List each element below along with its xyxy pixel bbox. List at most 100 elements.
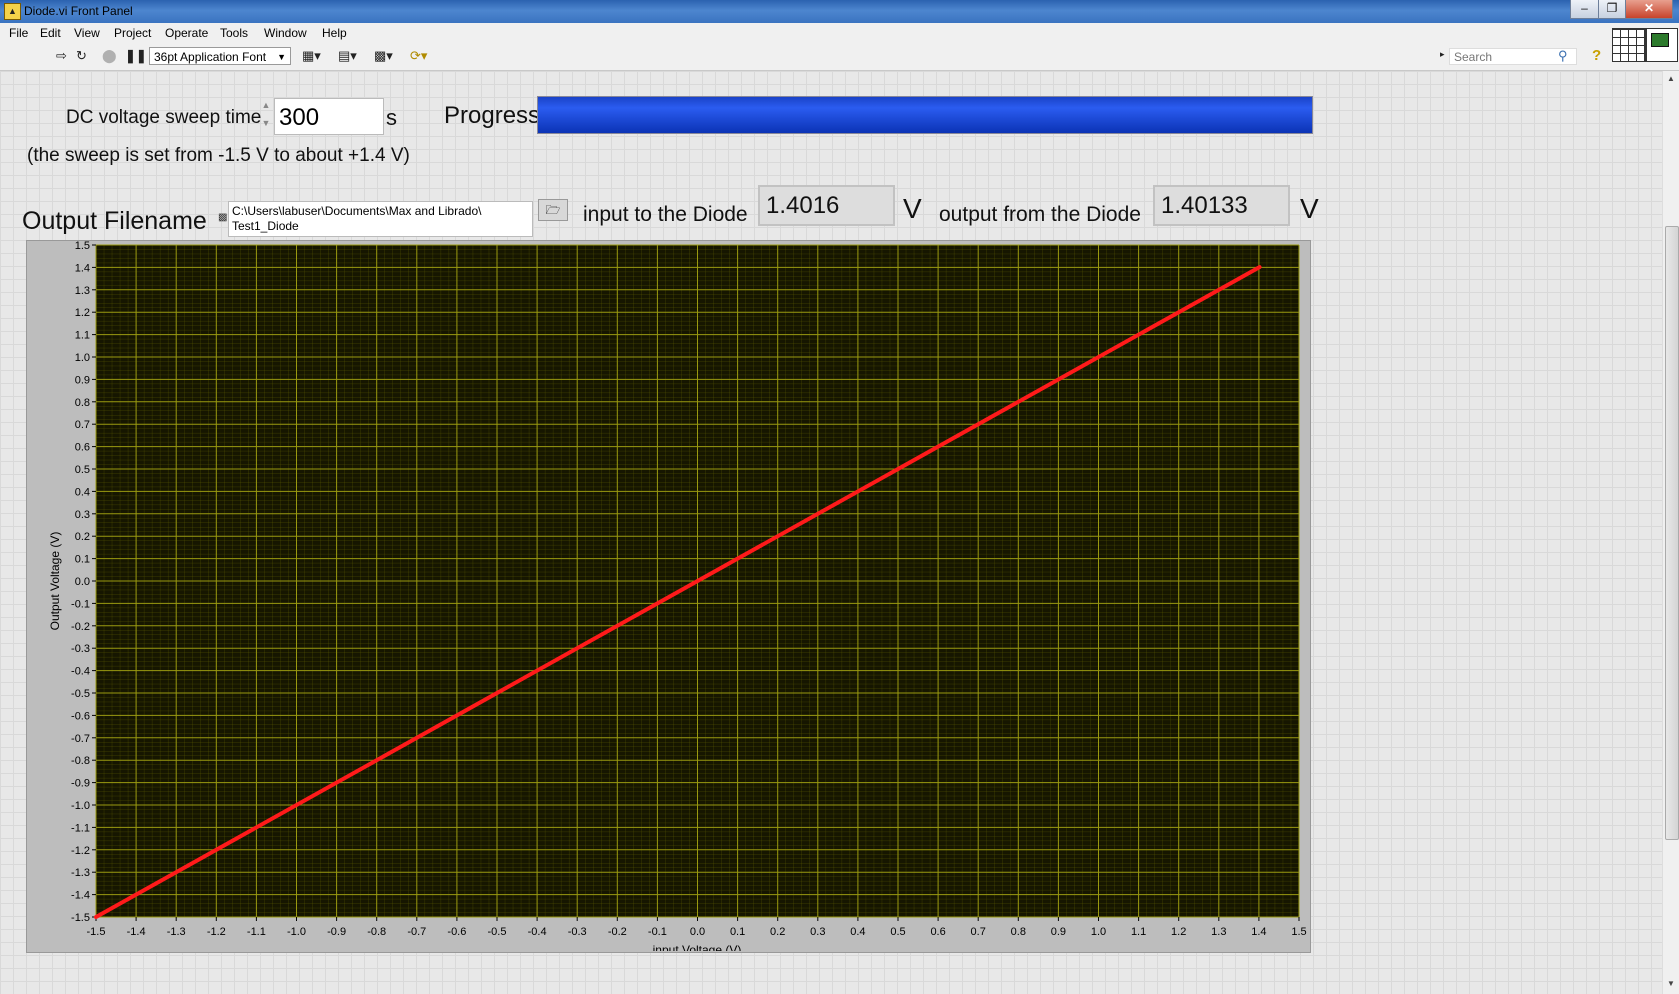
scroll-down-icon[interactable]: ▼ (1667, 979, 1675, 988)
x-tick-label: -0.2 (608, 926, 627, 938)
reorder-icon[interactable]: ⟳▾ (410, 48, 428, 63)
x-tick-label: 1.4 (1251, 926, 1266, 938)
sweep-time-input[interactable]: 300 (274, 98, 384, 135)
x-tick-label: 1.1 (1131, 926, 1146, 938)
y-tick-label: -0.9 (71, 778, 90, 790)
menu-help[interactable]: Help (322, 26, 347, 40)
scrollbar-thumb[interactable] (1665, 226, 1679, 840)
search-icon[interactable]: ⚲ (1558, 48, 1568, 63)
x-tick-label: -0.3 (568, 926, 587, 938)
x-tick-label: 1.0 (1091, 926, 1106, 938)
y-tick-label: -1.2 (71, 845, 90, 857)
y-tick-label: -1.1 (71, 822, 90, 834)
x-tick-label: -1.5 (87, 926, 106, 938)
y-tick-label: -0.1 (71, 598, 90, 610)
y-tick-label: 0.1 (75, 554, 90, 566)
menu-window[interactable]: Window (264, 26, 307, 40)
x-tick-label: -1.3 (167, 926, 186, 938)
y-tick-label: -1.0 (71, 800, 90, 812)
connector-pane-icon[interactable] (1612, 28, 1646, 62)
x-tick-label: 0.2 (770, 926, 785, 938)
x-tick-label: 0.6 (930, 926, 945, 938)
y-tick-label: 0.0 (75, 576, 90, 588)
filename-line-1: C:\Users\labuser\Documents\Max and Libra… (232, 204, 482, 218)
y-tick-label: 1.4 (75, 262, 90, 274)
resize-objects-icon[interactable]: ▩▾ (374, 48, 393, 63)
y-tick-label: -1.3 (71, 867, 90, 879)
menu-tools[interactable]: Tools (220, 26, 249, 40)
y-tick-label: 0.5 (75, 464, 90, 476)
input-diode-unit: V (903, 193, 922, 224)
x-tick-label: -0.4 (528, 926, 547, 938)
menu-edit[interactable]: Edit (40, 26, 61, 40)
x-tick-label: -1.1 (247, 926, 266, 938)
y-tick-label: 1.1 (75, 330, 90, 342)
menu-file[interactable]: File (9, 26, 29, 40)
y-tick-label: -0.6 (71, 710, 90, 722)
x-tick-label: 0.8 (1011, 926, 1026, 938)
distribute-objects-icon[interactable]: ▤▾ (338, 48, 357, 63)
y-axis-ticks: -1.5 -1.4 -1.3 -1.2 -1.1 -1.0 -0.9 -0.8 -0.7 -0.6… (71, 240, 96, 924)
search-input[interactable]: Search (1449, 48, 1577, 65)
sweep-note: (the sweep is set from -1.5 V to about +… (27, 145, 410, 166)
x-tick-label: 0.5 (890, 926, 905, 938)
increment-decrement-icon[interactable]: ▲ ▼ (261, 100, 271, 128)
x-tick-label: 1.2 (1171, 926, 1186, 938)
menu-project[interactable]: Project (114, 26, 152, 40)
chevron-down-icon: ▼ (277, 52, 286, 62)
output-filename-label: Output Filename (22, 207, 207, 235)
pause-icon[interactable]: ❚❚ (125, 48, 147, 63)
font-select[interactable]: 36pt Application Font ▼ (149, 47, 291, 65)
y-tick-label: -0.7 (71, 733, 90, 745)
x-tick-label: 1.3 (1211, 926, 1226, 938)
x-tick-label: 0.9 (1051, 926, 1066, 938)
input-diode-label: input to the Diode (583, 203, 748, 226)
y-tick-label: -0.3 (71, 643, 90, 655)
y-tick-label: -0.2 (71, 621, 90, 633)
progress-label: Progress (444, 102, 541, 129)
menu-operate[interactable]: Operate (165, 26, 209, 40)
help-icon[interactable]: ? (1592, 47, 1602, 64)
y-tick-label: 1.0 (75, 352, 90, 364)
vertical-scrollbar[interactable]: ▲ ▼ (1662, 71, 1679, 994)
align-objects-icon[interactable]: ▦▾ (302, 48, 321, 63)
scroll-up-icon[interactable]: ▲ (1667, 74, 1675, 83)
x-tick-label: -1.4 (127, 926, 146, 938)
minimize-button[interactable]: – (1570, 0, 1599, 19)
filename-line-2: Test1_Diode (232, 219, 299, 233)
x-tick-label: -0.6 (447, 926, 466, 938)
title-bar: ▲ Diode.vi Front Panel – ❐ ✕ (0, 0, 1679, 23)
y-axis-label: Output Voltage (V) (48, 532, 62, 631)
folder-icon: 🗁 (545, 203, 561, 217)
y-tick-label: 1.5 (75, 240, 90, 252)
labview-vi-icon: ▲ (4, 3, 21, 20)
vi-icon[interactable] (1646, 28, 1678, 62)
path-icon: ▩ (218, 212, 228, 223)
x-tick-label: 0.7 (971, 926, 986, 938)
x-tick-label: 0.4 (850, 926, 865, 938)
y-tick-label: 0.6 (75, 442, 90, 454)
restore-button[interactable]: ❐ (1598, 0, 1626, 19)
y-tick-label: 0.4 (75, 486, 90, 498)
sweep-time-unit: s (386, 105, 397, 130)
close-button[interactable]: ✕ (1625, 0, 1673, 19)
output-diode-unit: V (1300, 193, 1319, 224)
window-title: Diode.vi Front Panel (24, 4, 133, 18)
run-continuously-icon[interactable]: ↻ (76, 48, 87, 63)
xy-graph[interactable]: -1.5 -1.4 -1.3 -1.2 -1.1 -1.0 -0.9 -0.8 -0.7 -0.6… (26, 240, 1309, 951)
y-tick-label: 0.2 (75, 531, 90, 543)
sweep-time-label: DC voltage sweep time (66, 107, 262, 128)
x-tick-label: -0.8 (367, 926, 386, 938)
x-tick-label: 1.5 (1291, 926, 1306, 938)
x-axis-ticks: -1.5 -1.4 -1.3 -1.2 -1.1 -1.0 -0.9 -0.8 -0.7 -0.6… (87, 917, 1307, 938)
x-tick-label: -0.7 (407, 926, 426, 938)
browse-folder-button[interactable]: 🗁 (538, 199, 568, 221)
plot-traces (94, 265, 1262, 919)
run-arrow-icon[interactable]: ⇨ (56, 48, 67, 63)
menu-view[interactable]: View (74, 26, 100, 40)
output-filename-input[interactable]: C:\Users\labuser\Documents\Max and Libra… (228, 201, 533, 237)
x-tick-label: -1.0 (287, 926, 306, 938)
x-tick-label: -1.2 (207, 926, 226, 938)
y-tick-label: -0.8 (71, 755, 90, 767)
abort-icon[interactable]: ⬤ (102, 48, 117, 63)
